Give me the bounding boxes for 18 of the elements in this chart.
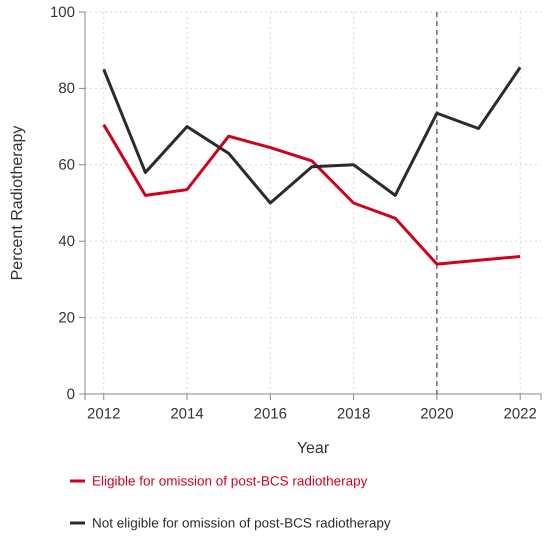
y-tick-label: 0 — [66, 386, 75, 403]
y-axis-title: Percent Radiotherapy — [9, 126, 26, 280]
x-tick-label: 2018 — [336, 406, 370, 423]
x-axis-title: Year — [296, 440, 330, 457]
x-tick-label: 2014 — [170, 406, 204, 423]
line-series — [102, 123, 522, 266]
legend-label: Eligible for omission of post-BCS radiotherapy — [92, 474, 368, 489]
x-tick-label: 2016 — [254, 406, 288, 423]
y-tick-label: 20 — [58, 309, 75, 326]
y-tick-label: 40 — [58, 233, 75, 250]
y-tick-label: 80 — [58, 80, 75, 98]
y-tick-label: 60 — [58, 156, 75, 174]
legend-label: Not eligible for omission of post-BCS radiotherapy — [92, 516, 391, 531]
y-tick-label: 100 — [50, 4, 75, 21]
x-tick-label: 2020 — [420, 406, 454, 423]
x-tick-label: 2022 — [503, 406, 537, 423]
line-series — [102, 66, 522, 204]
x-tick-label: 2012 — [87, 406, 120, 423]
